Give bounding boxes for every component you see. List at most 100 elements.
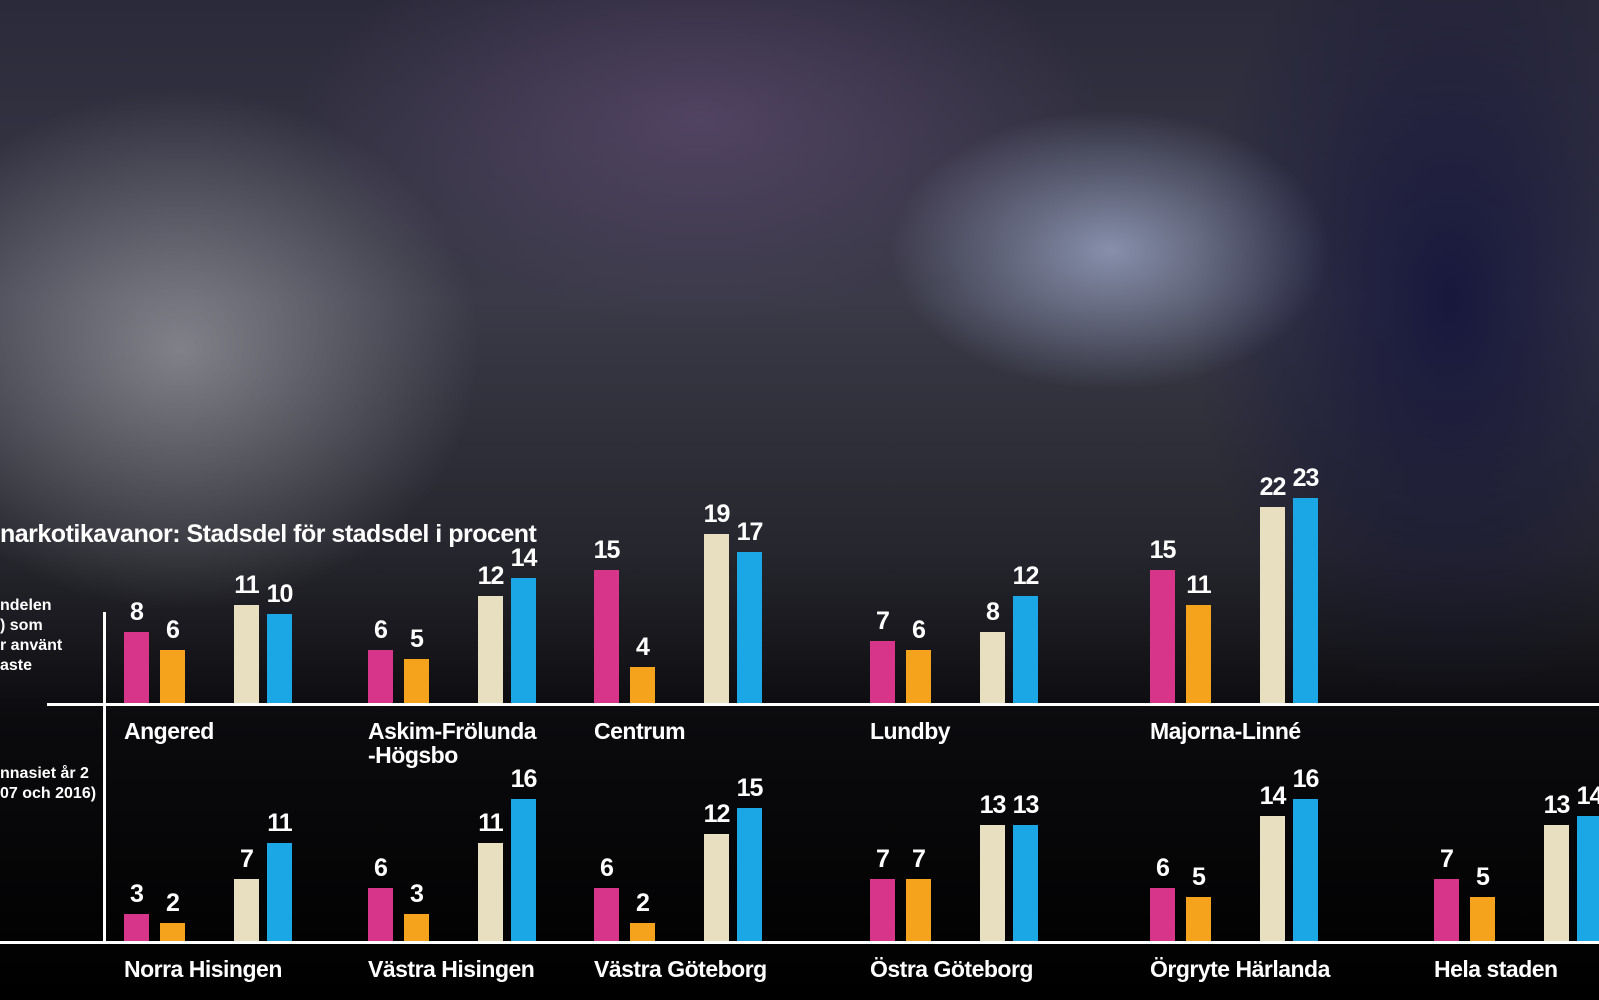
- data-label: 7: [876, 606, 890, 635]
- data-label: 3: [130, 880, 144, 909]
- bar: [1577, 816, 1599, 941]
- data-label: 6: [374, 853, 388, 882]
- bar: [1150, 887, 1175, 941]
- bar: [234, 605, 259, 703]
- baseline: [0, 941, 1599, 944]
- bar: [368, 649, 393, 703]
- data-label: 16: [510, 764, 538, 793]
- data-label: 6: [166, 615, 180, 644]
- bar: [478, 596, 503, 703]
- bar: [1150, 569, 1175, 703]
- data-label: 15: [1149, 535, 1177, 564]
- bar: [124, 914, 149, 941]
- data-label: 17: [736, 517, 764, 546]
- bar: [980, 825, 1005, 941]
- data-label: 14: [510, 544, 538, 573]
- data-label: 15: [593, 535, 621, 564]
- category-label: Lundby: [870, 718, 951, 744]
- bar: [630, 923, 655, 941]
- category-label: Angered: [124, 718, 214, 744]
- data-label: 10: [266, 580, 294, 608]
- data-label: 13: [1543, 791, 1571, 820]
- bar: [478, 843, 503, 941]
- bar: [906, 649, 931, 703]
- data-label: 11: [234, 571, 259, 600]
- bar: [160, 923, 185, 941]
- bar: [704, 533, 729, 703]
- data-label: 7: [876, 844, 890, 873]
- bar: [1260, 816, 1285, 941]
- legend-note: nnasiet år 2 07 och 2016): [0, 765, 97, 802]
- category-label: Majorna-Linné: [1150, 718, 1301, 744]
- bar: [267, 614, 292, 703]
- bar: [368, 887, 393, 941]
- baseline: [47, 703, 1599, 706]
- data-label: 7: [1440, 844, 1454, 873]
- bar: [404, 914, 429, 941]
- data-label: 2: [636, 889, 650, 918]
- bar: [234, 878, 259, 941]
- bar: [870, 640, 895, 703]
- bar: [1434, 878, 1459, 941]
- bar: [1013, 825, 1038, 941]
- category-label: Västra Hisingen: [368, 956, 535, 982]
- legend-note: ndelen ) som r använt aste: [0, 597, 63, 674]
- data-label: 7: [240, 844, 254, 873]
- bar: [404, 658, 429, 703]
- divider: [103, 612, 106, 942]
- bar: [1013, 596, 1038, 703]
- data-label: 15: [736, 773, 764, 802]
- bar: [1470, 896, 1495, 941]
- data-label: 13: [979, 791, 1007, 820]
- bar: [1293, 498, 1318, 703]
- data-label: 6: [374, 615, 388, 644]
- bar: [594, 569, 619, 703]
- data-label: 14: [1259, 782, 1287, 811]
- data-label: 14: [1576, 782, 1599, 811]
- category-label: Västra Göteborg: [594, 956, 767, 982]
- bar: [906, 878, 931, 941]
- data-label: 6: [1156, 853, 1170, 882]
- category-label: Östra Göteborg: [870, 956, 1033, 982]
- data-label: 8: [130, 597, 144, 626]
- data-label: 2: [166, 889, 180, 918]
- category-label: Centrum: [594, 718, 686, 744]
- data-label: 6: [600, 853, 614, 882]
- bar: [704, 834, 729, 941]
- data-label: 5: [410, 624, 424, 653]
- data-label: 4: [636, 633, 650, 662]
- bar: [511, 578, 536, 703]
- data-label: 19: [703, 499, 731, 528]
- data-label: 3: [410, 880, 424, 909]
- data-label: 11: [478, 809, 503, 838]
- data-label: 23: [1292, 464, 1320, 493]
- bar: [267, 843, 292, 941]
- category-label: Hela staden: [1434, 956, 1558, 982]
- category-label: Örgryte Härlanda: [1150, 956, 1330, 982]
- category-label: Askim-Frölunda -Högsbo: [368, 718, 537, 768]
- bar: [980, 631, 1005, 703]
- category-label: Norra Hisingen: [124, 956, 282, 982]
- data-label: 22: [1259, 473, 1287, 502]
- data-label: 12: [1012, 562, 1040, 591]
- data-label: 12: [703, 800, 731, 829]
- bar: [594, 887, 619, 941]
- data-label: 11: [267, 809, 292, 838]
- data-label: 7: [912, 844, 926, 873]
- data-label: 12: [477, 562, 505, 591]
- bar: [124, 631, 149, 703]
- chart-title: narkotikavanor: Stadsdel för stadsdel i …: [0, 520, 537, 548]
- bar: [1544, 825, 1569, 941]
- bar: [870, 878, 895, 941]
- bar: [1260, 507, 1285, 703]
- bar: [1293, 798, 1318, 941]
- data-label: 11: [1186, 571, 1211, 600]
- bar: [160, 649, 185, 703]
- data-label: 16: [1292, 764, 1320, 793]
- bar: [630, 667, 655, 703]
- data-label: 8: [986, 597, 1000, 626]
- data-label: 5: [1192, 862, 1206, 891]
- data-label: 13: [1012, 791, 1040, 820]
- bar: [737, 551, 762, 703]
